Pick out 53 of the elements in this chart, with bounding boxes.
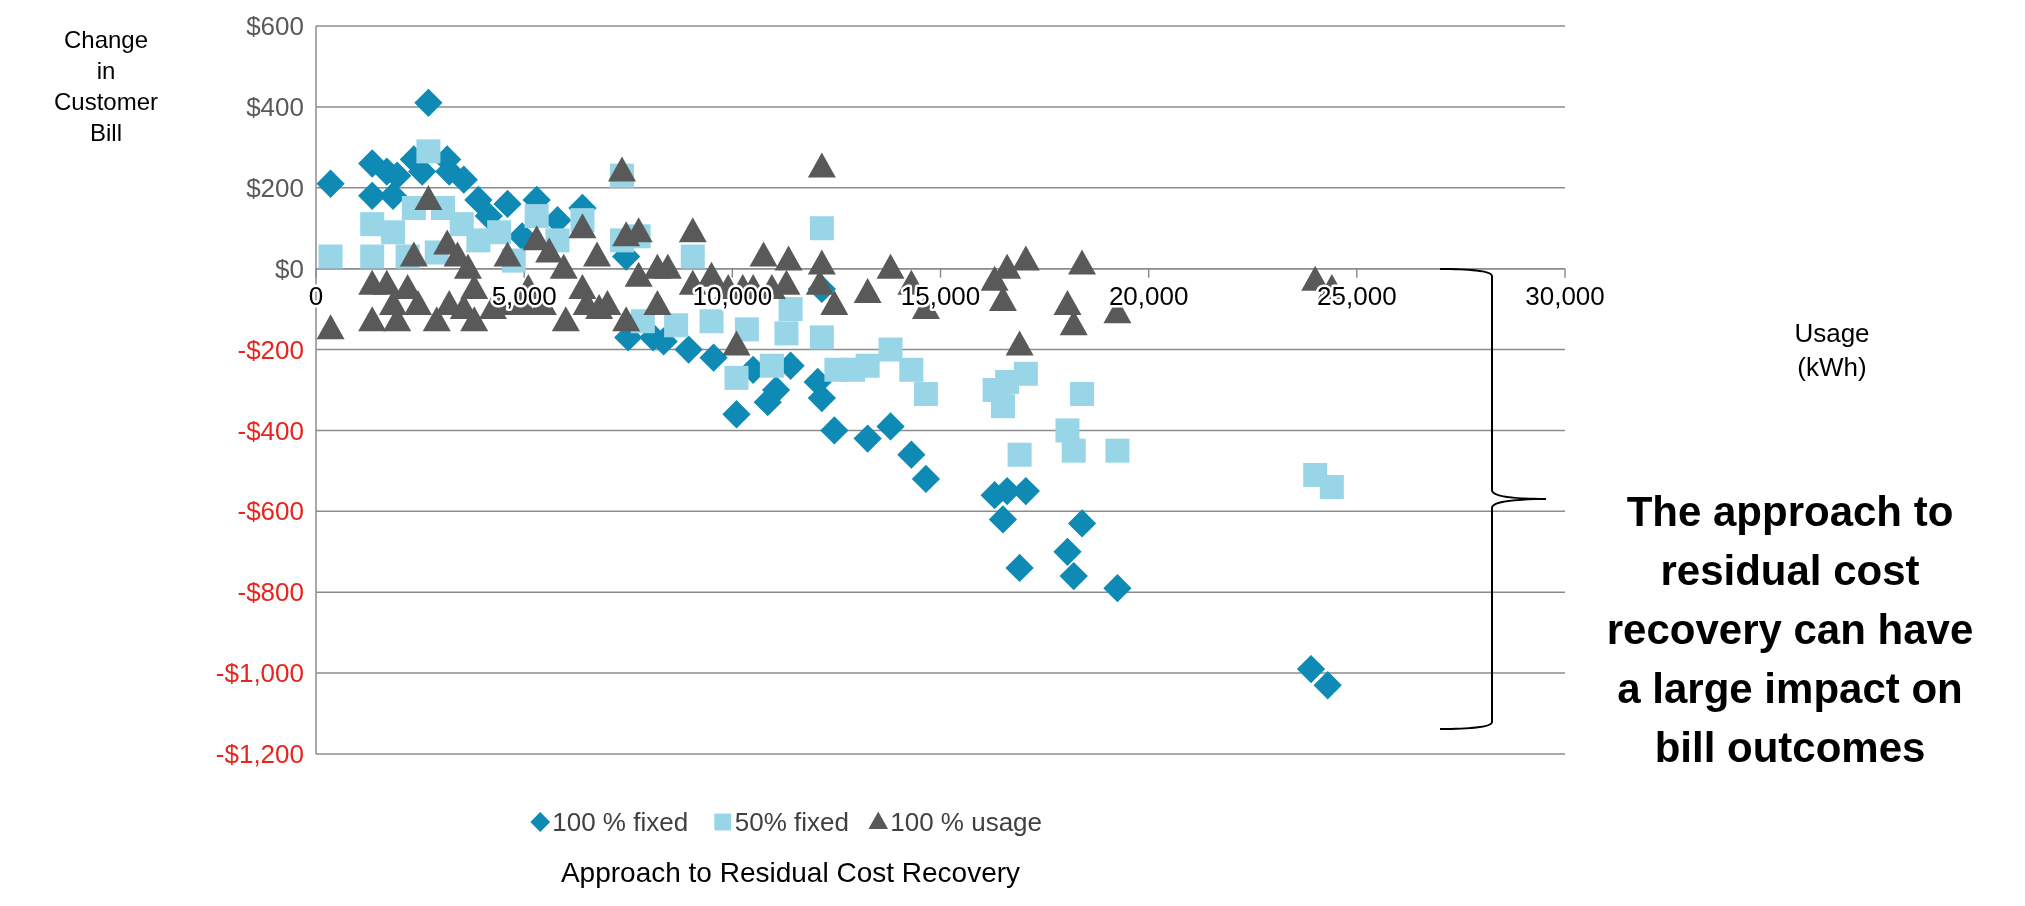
y-tick-label: -$1,000	[215, 658, 304, 689]
y-tick-label: -$400	[237, 415, 304, 446]
y-tick-label: -$1,200	[215, 739, 304, 770]
point	[1319, 475, 1344, 500]
point	[1105, 438, 1130, 463]
point	[778, 297, 803, 322]
point	[913, 382, 938, 407]
y-tick-label: -$200	[237, 334, 304, 365]
y-tick-label: $0	[275, 253, 304, 284]
y-axis-title: Change in Customer Bill	[53, 26, 159, 146]
point	[360, 244, 385, 269]
x-tick-label: 20,000	[1108, 280, 1189, 311]
point	[674, 335, 703, 364]
point	[855, 353, 880, 378]
point	[699, 309, 724, 334]
x-tick-label: 0	[308, 280, 324, 311]
legend-label: 100 % usage	[890, 807, 1043, 838]
point	[466, 228, 491, 253]
y-tick-label: $200	[246, 172, 304, 203]
y-tick-label: $400	[246, 91, 304, 122]
point	[360, 212, 385, 237]
point	[381, 220, 406, 245]
point	[1007, 442, 1032, 467]
point	[774, 321, 799, 346]
point	[487, 220, 512, 245]
point	[809, 325, 834, 350]
point	[1013, 361, 1038, 386]
legend-title: Approach to Residual Cost Recovery	[560, 857, 1021, 888]
point	[899, 357, 924, 382]
text: Usage (kWh)	[1794, 318, 1870, 382]
point	[1061, 438, 1086, 463]
point	[990, 394, 1015, 419]
point	[809, 216, 834, 241]
point	[724, 365, 749, 390]
y-tick-label: -$600	[237, 496, 304, 527]
point	[734, 317, 759, 342]
point	[878, 337, 903, 362]
x-tick-label: 25,000	[1317, 280, 1397, 311]
legend-label: 100 % fixed	[552, 807, 689, 838]
point	[680, 244, 705, 269]
point	[524, 204, 549, 229]
y-tick-label: -$800	[237, 577, 304, 608]
point	[416, 139, 441, 164]
point	[493, 189, 522, 219]
legend-label: 50% fixed	[734, 807, 849, 838]
point	[664, 313, 689, 338]
x-tick-label: 30,000	[1525, 280, 1605, 311]
point	[759, 353, 784, 378]
point	[1055, 418, 1080, 443]
point	[318, 244, 343, 269]
y-tick-label: $600	[246, 11, 304, 42]
text: The approach to residual cost recovery can have a large impact on bill outcomes	[1606, 488, 1974, 771]
point	[1070, 382, 1095, 407]
